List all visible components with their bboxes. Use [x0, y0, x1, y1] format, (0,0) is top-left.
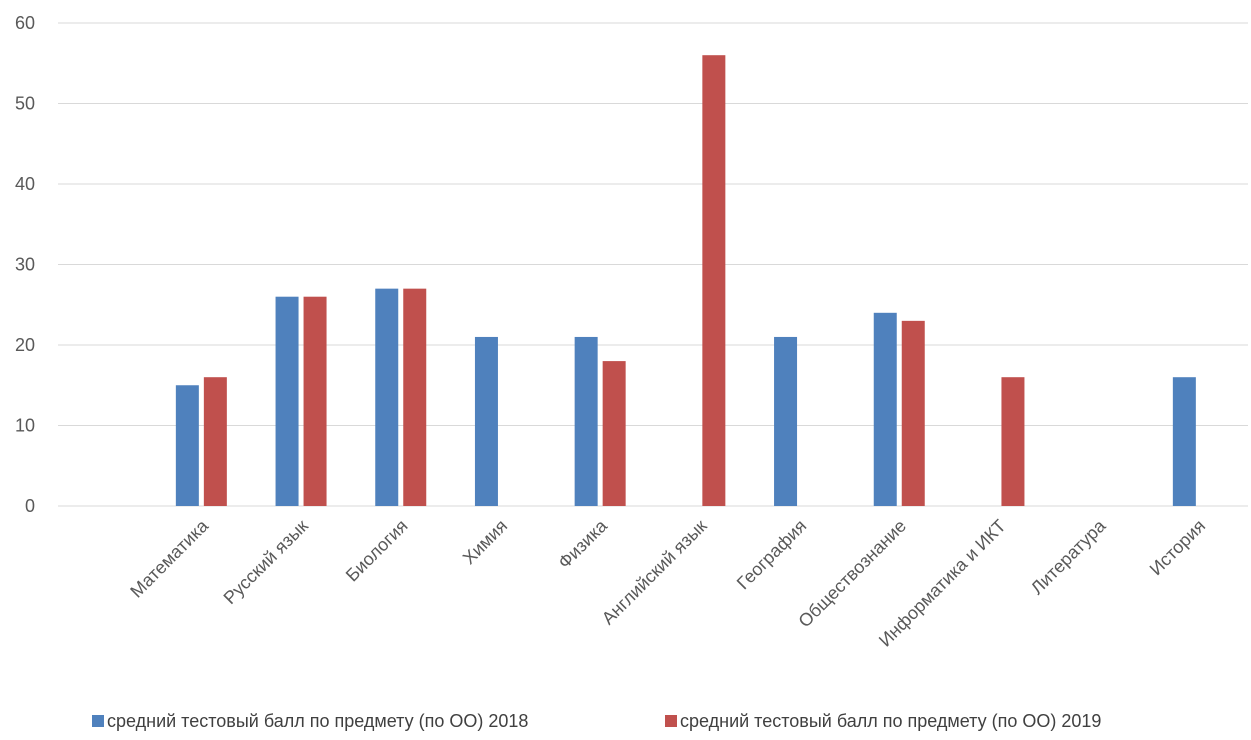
legend-label-2: средний тестовый балл по предмету (по ОО… — [680, 711, 1101, 731]
bar-1 — [873, 312, 897, 506]
legend-label-1: средний тестовый балл по предмету (по ОО… — [107, 711, 528, 731]
x-category-label: Химия — [459, 516, 512, 569]
y-tick-label: 10 — [15, 416, 35, 436]
y-tick-label: 20 — [15, 335, 35, 355]
bar-1 — [774, 336, 798, 506]
bar-1 — [474, 336, 498, 506]
x-category-label: Биология — [342, 516, 412, 586]
bar-2 — [1001, 377, 1025, 506]
bar-2 — [203, 377, 227, 506]
bar-1 — [1172, 377, 1196, 506]
bar-2 — [403, 288, 427, 506]
bar-1 — [275, 296, 299, 506]
y-tick-label: 30 — [15, 255, 35, 275]
x-category-label: Обществознание — [794, 516, 910, 632]
x-category-label: Физика — [554, 515, 612, 573]
x-category-label: Математика — [126, 515, 213, 602]
bar-1 — [574, 336, 598, 506]
gridlines — [58, 22, 1248, 507]
x-category-label: Английский язык — [598, 516, 711, 629]
bar-2 — [303, 296, 327, 506]
legend-swatch-2 — [665, 715, 677, 727]
x-category-label: Русский язык — [220, 516, 312, 608]
x-category-label: География — [733, 516, 811, 594]
legend: средний тестовый балл по предмету (по ОО… — [92, 711, 1101, 731]
legend-swatch-1 — [92, 715, 104, 727]
bar-1 — [375, 288, 399, 506]
bar-1 — [175, 385, 199, 506]
y-tick-label: 40 — [15, 174, 35, 194]
y-tick-label: 50 — [15, 94, 35, 114]
y-tick-label: 0 — [25, 496, 35, 516]
y-axis-tick-labels: 0 10 20 30 40 50 60 — [15, 13, 35, 516]
x-category-label: История — [1146, 516, 1210, 580]
bar-2 — [901, 320, 925, 506]
bar-2 — [702, 55, 726, 506]
x-category-label: Литература — [1027, 515, 1110, 598]
x-axis-category-labels: Математика Русский язык Биология Химия Физик… — [126, 515, 1209, 651]
y-tick-label: 60 — [15, 13, 35, 33]
bars — [175, 55, 1196, 506]
bar-2 — [602, 361, 626, 506]
